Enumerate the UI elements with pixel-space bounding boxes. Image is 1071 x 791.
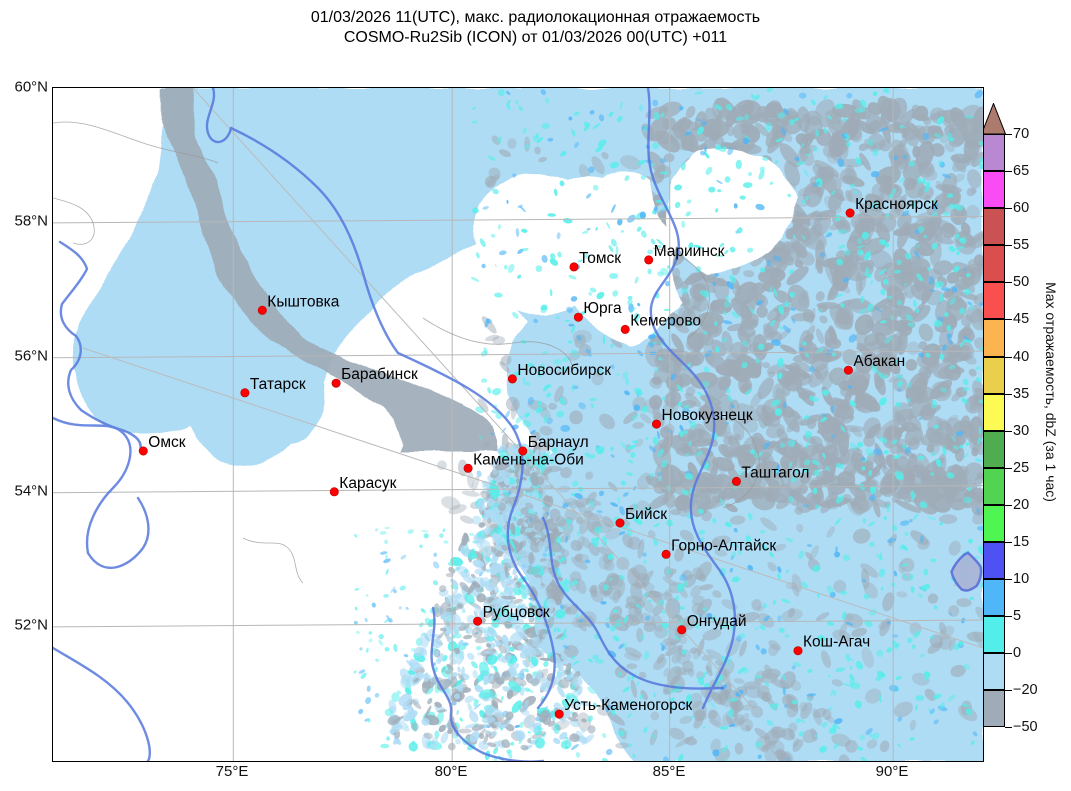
svg-text:Кемерово: Кемерово [630, 312, 701, 329]
svg-text:Кыштовка: Кыштовка [267, 293, 340, 310]
svg-text:Новосибирск: Новосибирск [517, 362, 611, 379]
svg-text:Барабинск: Барабинск [341, 366, 418, 383]
svg-text:Абакан: Абакан [853, 353, 905, 370]
svg-text:Новокузнецк: Новокузнецк [662, 407, 753, 424]
svg-text:Камень-на-Оби: Камень-на-Оби [473, 451, 584, 468]
svg-text:Усть-Каменогорск: Усть-Каменогорск [564, 697, 692, 714]
svg-text:Красноярск: Красноярск [855, 196, 938, 213]
svg-text:Мариинск: Мариинск [654, 243, 725, 260]
svg-text:Кош-Агач: Кош-Агач [803, 634, 870, 651]
svg-text:Омск: Омск [148, 434, 185, 451]
svg-text:Томск: Томск [579, 250, 621, 267]
svg-text:Рубцовск: Рубцовск [483, 604, 550, 621]
svg-text:Бийск: Бийск [625, 506, 667, 523]
svg-text:Горно-Алтайск: Горно-Алтайск [671, 537, 776, 554]
svg-text:Таштагол: Таштагол [741, 464, 809, 481]
svg-text:Юрга: Юрга [583, 300, 622, 317]
svg-text:Карасук: Карасук [339, 475, 396, 492]
svg-text:Онгудай: Онгудай [687, 613, 747, 630]
svg-text:Татарск: Татарск [250, 376, 306, 393]
svg-text:Барнаул: Барнаул [528, 434, 589, 451]
